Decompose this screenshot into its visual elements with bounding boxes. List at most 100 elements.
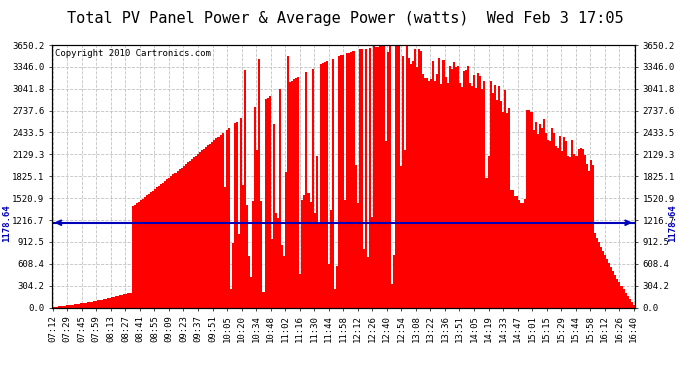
Text: 1178.64: 1178.64 (2, 204, 11, 242)
Bar (524, 199, 526, 308)
Bar (600, 247, 602, 308)
Bar (139, 200, 141, 308)
Bar (217, 137, 219, 308)
Bar (115, 296, 117, 307)
Bar (551, 129, 553, 308)
Bar (136, 203, 138, 308)
Bar (289, 82, 291, 308)
Bar (506, 113, 508, 308)
Bar (330, 210, 332, 308)
Bar (391, 284, 393, 308)
Bar (260, 201, 262, 308)
Bar (379, 46, 381, 308)
Bar (262, 292, 264, 308)
Bar (141, 199, 144, 308)
Bar (406, 46, 408, 308)
Bar (571, 140, 573, 308)
Bar (144, 197, 146, 308)
Bar (598, 242, 600, 308)
Bar (582, 149, 584, 308)
Bar (148, 194, 150, 308)
Bar (328, 264, 330, 308)
Bar (324, 62, 326, 308)
Bar (529, 110, 531, 308)
Bar (88, 302, 90, 307)
Bar (232, 243, 234, 308)
Bar (293, 80, 295, 308)
Bar (526, 110, 529, 308)
Bar (402, 56, 404, 308)
Bar (195, 156, 197, 308)
Bar (326, 62, 328, 308)
Bar (482, 89, 484, 308)
Bar (537, 134, 539, 308)
Bar (440, 84, 442, 308)
Bar (580, 148, 582, 308)
Bar (175, 172, 177, 308)
Bar (348, 53, 351, 307)
Bar (250, 278, 253, 308)
Bar (512, 190, 514, 308)
Bar (385, 141, 387, 308)
Bar (152, 190, 154, 308)
Bar (459, 82, 461, 308)
Bar (455, 68, 457, 308)
Bar (101, 300, 103, 307)
Bar (533, 130, 535, 308)
Bar (342, 55, 344, 308)
Bar (422, 74, 424, 308)
Bar (319, 64, 322, 308)
Bar (277, 218, 279, 308)
Bar (495, 100, 497, 308)
Bar (306, 72, 308, 308)
Bar (420, 51, 422, 308)
Bar (616, 279, 618, 308)
Bar (575, 156, 578, 308)
Bar (242, 186, 244, 308)
Bar (463, 70, 465, 308)
Bar (317, 223, 319, 308)
Bar (224, 187, 226, 308)
Bar (371, 217, 373, 308)
Bar (418, 50, 420, 308)
Bar (304, 195, 306, 308)
Bar (344, 200, 346, 308)
Bar (246, 205, 248, 308)
Bar (522, 203, 524, 308)
Bar (187, 162, 189, 308)
Bar (465, 70, 467, 308)
Bar (150, 192, 152, 308)
Bar (270, 239, 273, 308)
Bar (240, 118, 242, 308)
Bar (610, 267, 612, 308)
Bar (353, 51, 355, 308)
Bar (622, 289, 624, 308)
Bar (219, 135, 221, 308)
Bar (565, 141, 567, 308)
Bar (172, 174, 175, 308)
Bar (428, 81, 431, 308)
Bar (541, 128, 543, 308)
Bar (424, 78, 426, 308)
Bar (438, 58, 440, 308)
Bar (285, 172, 287, 308)
Bar (234, 123, 236, 308)
Bar (612, 271, 614, 308)
Bar (453, 62, 455, 308)
Bar (310, 202, 312, 308)
Bar (209, 144, 211, 308)
Bar (117, 296, 119, 307)
Bar (312, 69, 314, 308)
Bar (72, 304, 75, 307)
Bar (448, 66, 451, 308)
Bar (256, 150, 258, 308)
Bar (569, 157, 571, 308)
Bar (614, 275, 616, 308)
Bar (631, 302, 633, 307)
Bar (514, 196, 516, 308)
Bar (160, 184, 162, 308)
Bar (588, 171, 590, 308)
Bar (228, 128, 230, 308)
Bar (563, 137, 565, 308)
Bar (60, 306, 62, 308)
